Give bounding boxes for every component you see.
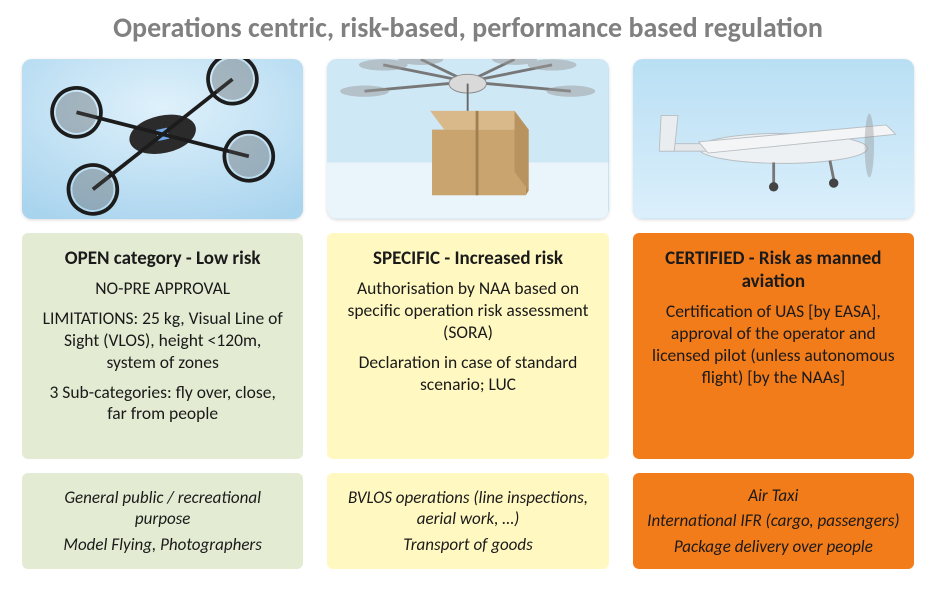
example-line: Air Taxi: [647, 485, 900, 506]
card-title: OPEN category - Low risk: [65, 247, 261, 270]
card-certified: CERTIFIED - Risk as manned aviation Cert…: [633, 233, 914, 459]
example-line: Package delivery over people: [647, 536, 900, 557]
examples-specific: BVLOS operations (line inspections, aeri…: [327, 473, 608, 569]
image-certified: [633, 59, 914, 219]
examples-open: General public / recreational purpose Mo…: [22, 473, 303, 569]
category-grid: OPEN category - Low risk NO-PRE APPROVAL…: [22, 59, 914, 569]
card-line: NO-PRE APPROVAL: [95, 278, 230, 300]
card-title: SPECIFIC - Increased risk: [373, 247, 563, 270]
card-line: Authorisation by NAA based on specific o…: [343, 278, 592, 344]
drone-quadcopter-icon: [22, 59, 303, 219]
card-line: Certification of UAS [by EASA], approval…: [649, 301, 898, 389]
card-title: CERTIFIED - Risk as manned aviation: [649, 247, 898, 293]
example-line: Model Flying, Photographers: [36, 534, 289, 555]
drone-delivery-icon: [327, 59, 608, 219]
examples-certified: Air Taxi International IFR (cargo, passe…: [633, 473, 914, 569]
card-line: LIMITATIONS: 25 kg, Visual Line of Sight…: [38, 308, 287, 374]
card-line: Declaration in case of standard scenario…: [343, 352, 592, 396]
example-line: General public / recreational purpose: [36, 487, 289, 530]
example-line: International IFR (cargo, passengers): [647, 510, 900, 531]
example-line: Transport of goods: [341, 534, 594, 555]
card-open: OPEN category - Low risk NO-PRE APPROVAL…: [22, 233, 303, 459]
card-specific: SPECIFIC - Increased risk Authorisation …: [327, 233, 608, 459]
fixed-wing-uav-icon: [633, 59, 914, 219]
card-line: 3 Sub-categories: fly over, close, far f…: [38, 382, 287, 426]
page-title: Operations centric, risk-based, performa…: [22, 10, 914, 45]
example-line: BVLOS operations (line inspections, aeri…: [341, 487, 594, 530]
image-open: [22, 59, 303, 219]
image-specific: [327, 59, 608, 219]
